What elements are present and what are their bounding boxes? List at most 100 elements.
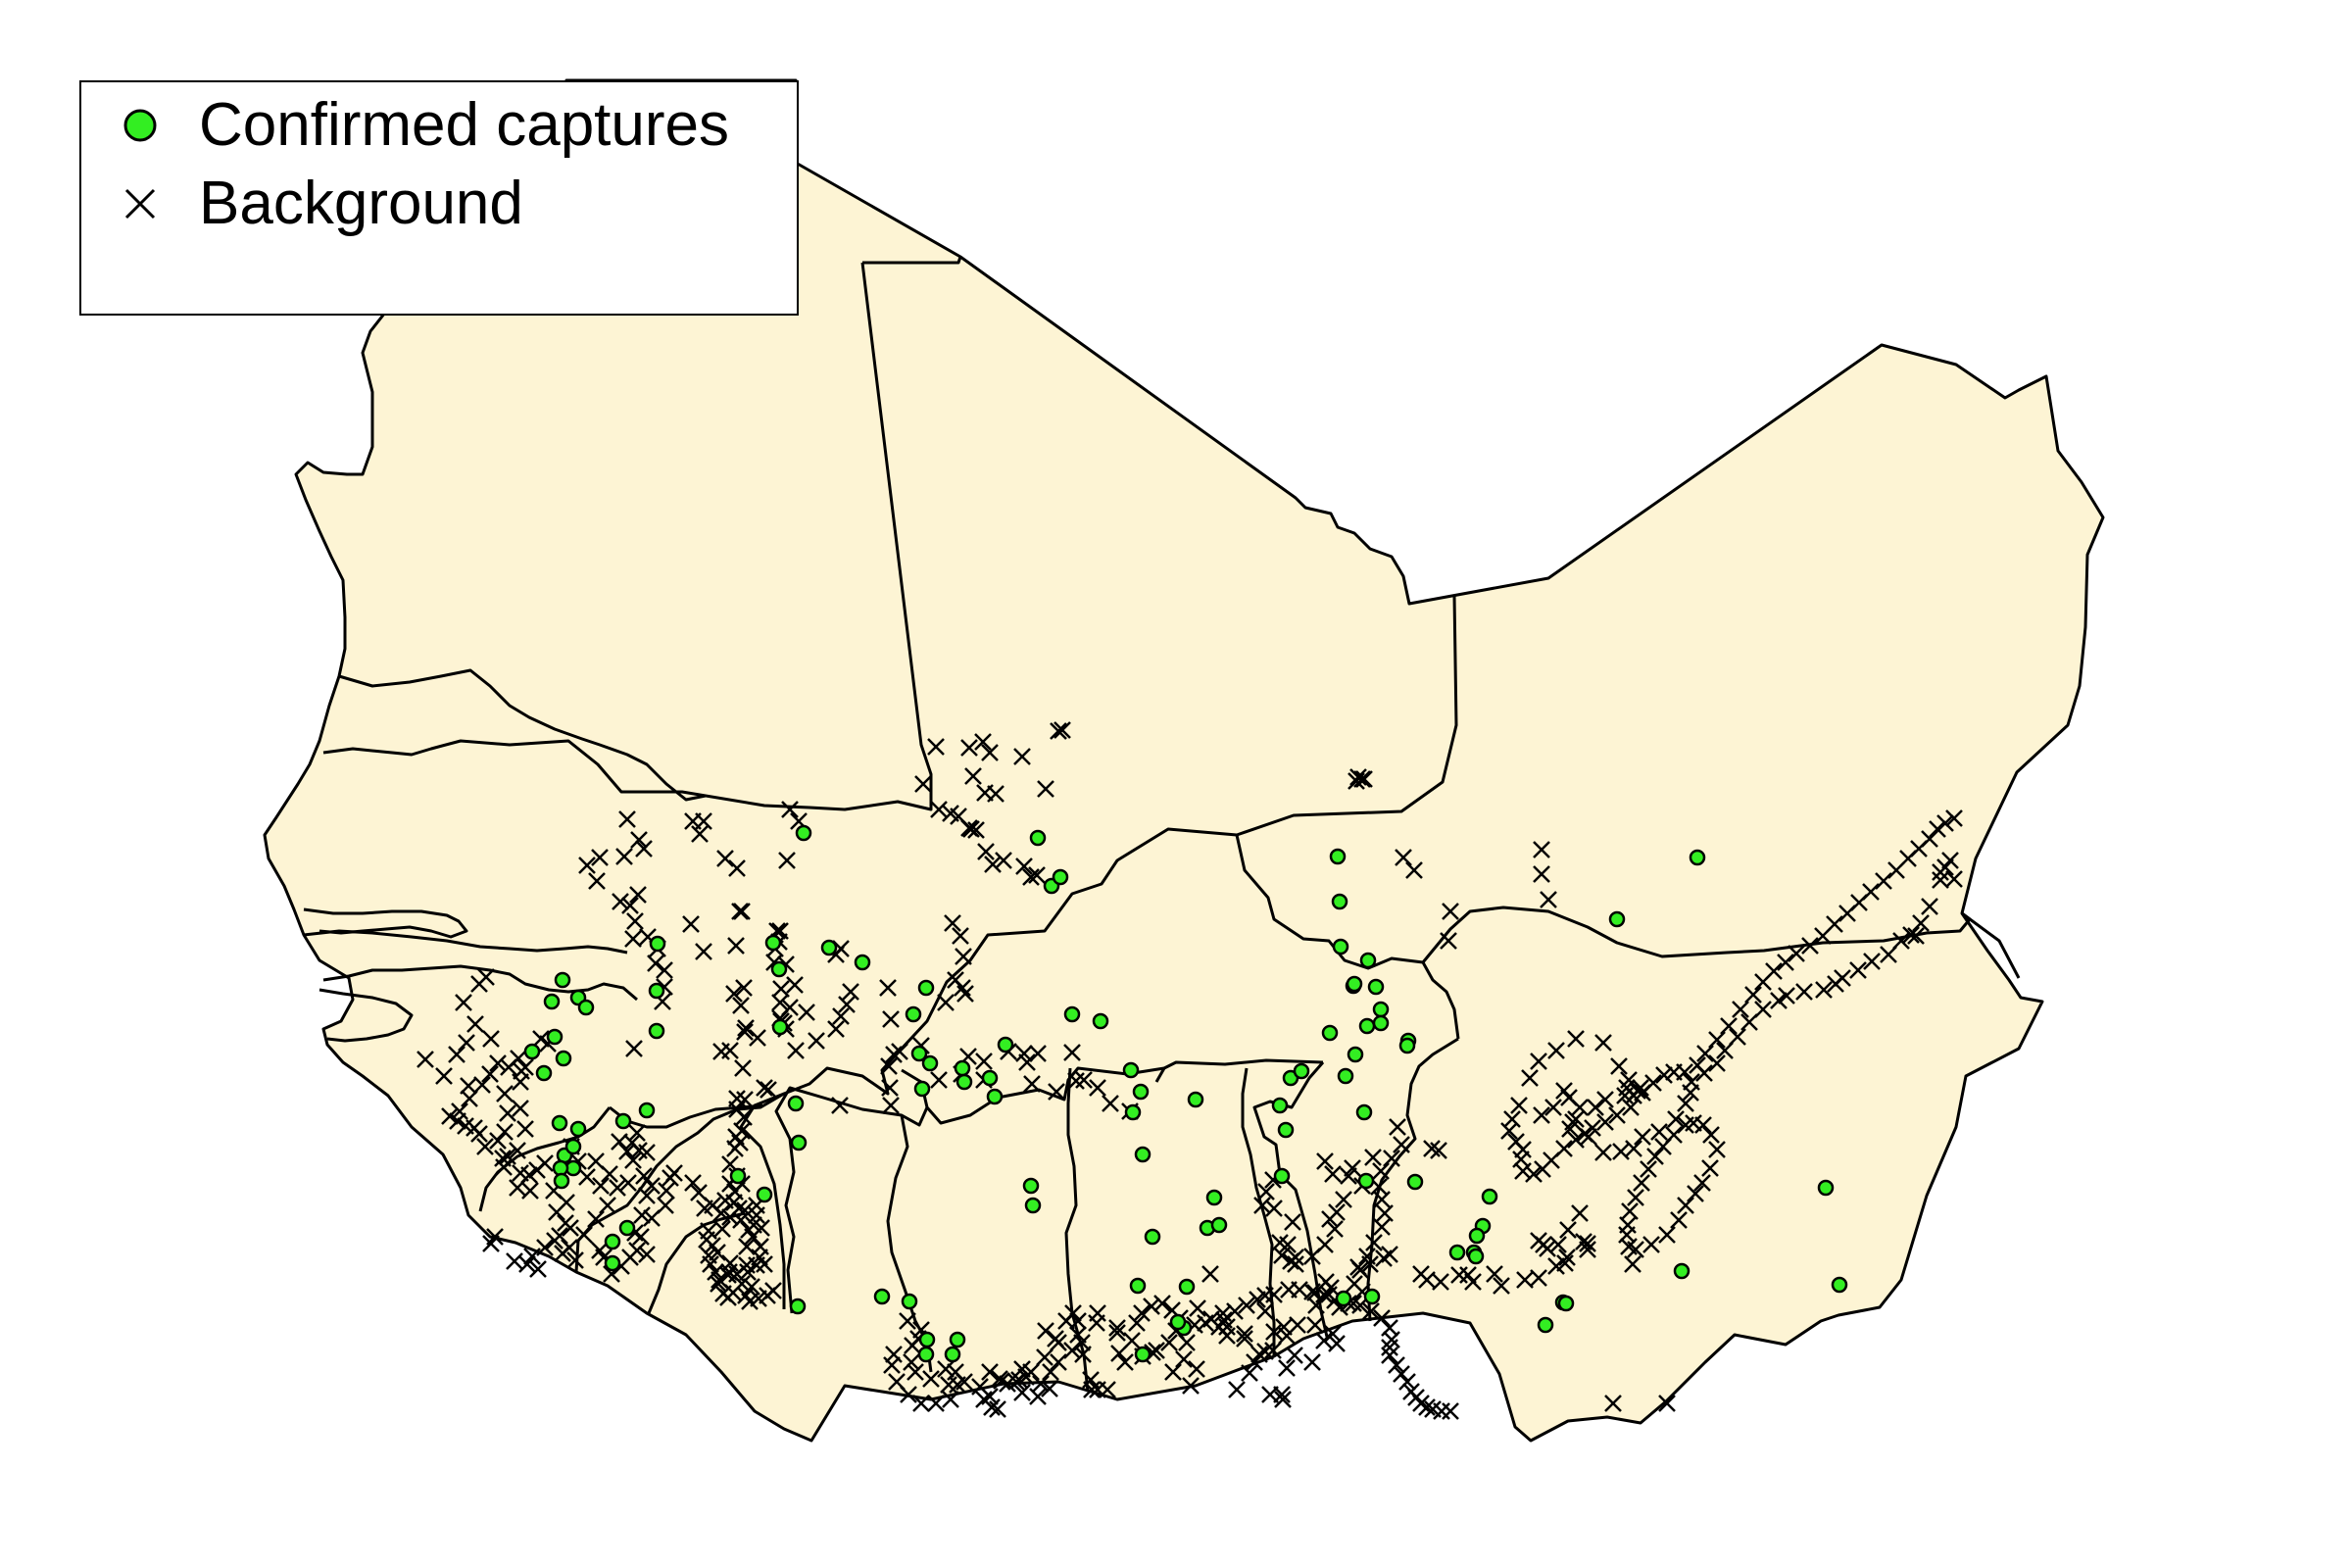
background-point: [1547, 1042, 1565, 1059]
background-point: [883, 1356, 901, 1374]
background-point: [1108, 1324, 1126, 1342]
background-point: [1658, 1226, 1676, 1244]
confirmed-capture-point: [1355, 1103, 1373, 1121]
background-point: [1770, 992, 1788, 1009]
background-point: [626, 912, 644, 930]
background-point: [518, 1255, 536, 1273]
background-point: [726, 1183, 744, 1200]
background-point: [1373, 1309, 1391, 1327]
background-point: [732, 1211, 750, 1229]
background-point: [1567, 1110, 1585, 1128]
background-point: [1160, 1334, 1178, 1351]
background-point: [587, 1152, 605, 1170]
background-point: [578, 857, 596, 874]
background-point: [1274, 1391, 1292, 1408]
confirmed-capture-point: [1335, 1290, 1352, 1307]
background-point: [1525, 1165, 1543, 1183]
background-point: [615, 848, 633, 865]
background-point: [618, 810, 636, 828]
background-point: [1023, 1075, 1041, 1093]
background-point: [832, 1007, 850, 1025]
background-point: [756, 1079, 773, 1097]
background-point: [658, 1182, 675, 1200]
background-point: [601, 1165, 618, 1183]
background-point: [638, 1187, 656, 1204]
background-point: [977, 843, 995, 860]
confirmed-capture-point: [820, 939, 838, 956]
background-point: [1108, 1319, 1126, 1337]
background-point: [700, 1247, 717, 1264]
confirmed-capture-point: [795, 824, 812, 842]
background-point: [1720, 1017, 1738, 1035]
background-point: [732, 997, 750, 1014]
confirmed-capture-point: [535, 1064, 553, 1082]
background-point: [1346, 1275, 1363, 1293]
background-point: [1544, 1099, 1562, 1116]
confirmed-capture-point: [756, 1186, 773, 1203]
background-point: [1533, 1106, 1550, 1124]
background-point: [1594, 1034, 1612, 1052]
background-point: [947, 1363, 964, 1381]
background-point: [1383, 1150, 1400, 1167]
background-point: [629, 886, 647, 904]
background-point: [1624, 1255, 1642, 1273]
background-point: [734, 1059, 752, 1077]
background-point: [496, 1123, 514, 1141]
background-point: [512, 1073, 529, 1091]
background-point: [506, 1252, 523, 1270]
background-point: [1696, 1045, 1714, 1062]
background-point: [476, 1138, 494, 1155]
background-point: [1765, 962, 1783, 980]
confirmed-capture-point: [1122, 1061, 1140, 1079]
background-point: [1042, 1363, 1059, 1381]
background-point: [441, 1107, 459, 1125]
legend-label-background: Background: [199, 170, 523, 237]
background-point: [1365, 1234, 1383, 1251]
background-point: [1788, 945, 1805, 962]
background-point: [903, 1353, 920, 1371]
confirmed-capture-point: [1689, 849, 1706, 866]
confirmed-capture-point: [764, 934, 782, 952]
background-point: [695, 812, 712, 830]
background-point: [1388, 1356, 1405, 1374]
background-point: [737, 1019, 755, 1037]
background-point: [473, 1076, 491, 1094]
background-point: [1054, 721, 1071, 739]
background-point: [739, 1263, 757, 1281]
confirmed-capture-point: [905, 1005, 922, 1023]
background-point: [879, 979, 897, 997]
background-point: [489, 1054, 507, 1072]
confirmed-capture-point: [1205, 1189, 1223, 1206]
background-point: [984, 856, 1002, 873]
background-point: [1632, 1079, 1649, 1097]
background-point: [989, 1400, 1006, 1418]
background-point: [955, 948, 972, 965]
background-point: [1324, 1325, 1342, 1343]
background-point: [1778, 987, 1795, 1004]
background-point: [1912, 914, 1930, 932]
confirmed-capture-point: [1029, 829, 1047, 847]
background-point: [1826, 915, 1843, 933]
background-point: [1936, 814, 1954, 832]
background-point: [1143, 1298, 1160, 1315]
background-point: [1261, 1386, 1279, 1403]
confirmed-capture-point: [1063, 1005, 1081, 1023]
background-point: [967, 821, 985, 839]
background-point: [1716, 1042, 1734, 1059]
confirmed-capture-point: [546, 1028, 564, 1046]
background-point: [1620, 1071, 1638, 1089]
background-point: [1257, 1183, 1275, 1200]
background-point: [1328, 1335, 1346, 1352]
confirmed-capture-point: [614, 1112, 632, 1130]
background-point: [1754, 1001, 1772, 1018]
background-point: [1164, 1363, 1182, 1381]
background-point: [1265, 1286, 1283, 1303]
background-point: [1795, 983, 1813, 1001]
background-point: [1430, 1142, 1447, 1159]
background-point: [435, 1067, 453, 1085]
background-point: [548, 1203, 565, 1221]
background-point: [1321, 1210, 1339, 1228]
background-point: [1596, 1091, 1614, 1108]
background-point: [922, 1370, 940, 1388]
